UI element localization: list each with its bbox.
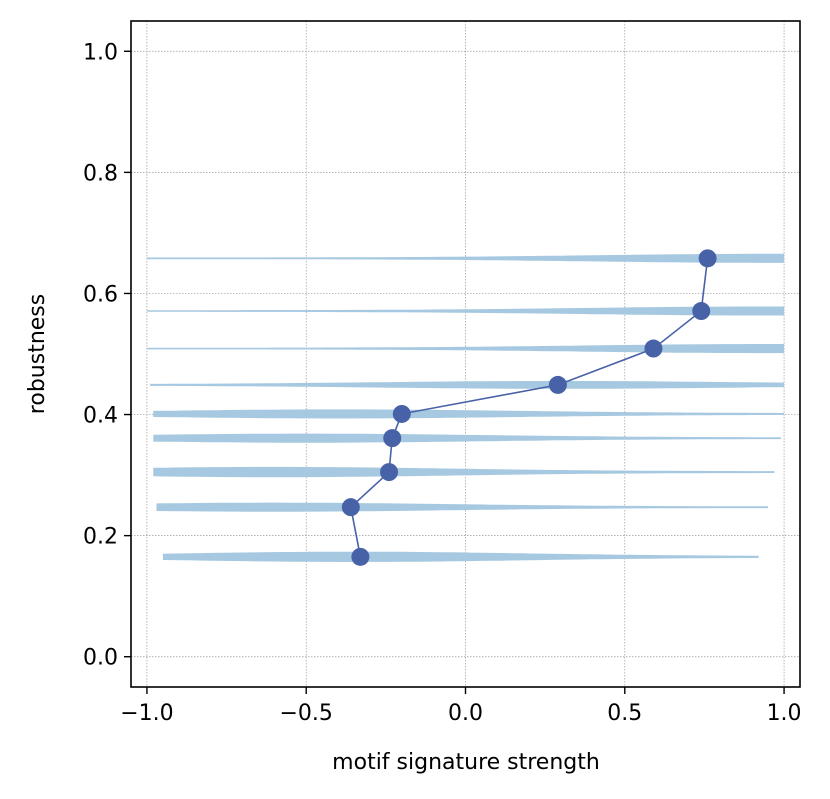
y-tick-label: 0.6: [83, 282, 118, 307]
distribution-violins: [146, 253, 785, 562]
y-axis-label: robustness: [25, 294, 50, 414]
distribution-violin: [146, 344, 785, 354]
distribution-violin: [156, 502, 769, 512]
data-point: [341, 498, 360, 517]
x-axis-label: motif signature strength: [332, 750, 600, 775]
distribution-violin: [150, 380, 785, 389]
x-tick-label: 0.5: [607, 701, 642, 726]
data-point: [644, 339, 663, 358]
distribution-violin: [146, 306, 785, 316]
data-point: [380, 463, 399, 482]
y-tick-label: 1.0: [83, 40, 118, 65]
data-series: [341, 249, 717, 566]
y-axis-ticks: 0.0 0.2 0.4 0.6 0.8 1.0: [83, 40, 131, 671]
y-tick-label: 0.8: [83, 161, 118, 186]
x-tick-label: −0.5: [280, 701, 333, 726]
x-axis-ticks: −1.0 −0.5 0.0 0.5 1.0: [120, 687, 802, 726]
y-tick-label: 0.2: [83, 525, 118, 550]
distribution-violin: [146, 253, 785, 263]
data-point: [392, 404, 411, 423]
x-tick-label: 0.0: [448, 701, 483, 726]
data-point: [692, 302, 711, 321]
y-tick-label: 0.4: [83, 404, 118, 429]
data-point: [548, 375, 567, 394]
data-point: [698, 249, 717, 268]
y-tick-label: 0.0: [83, 646, 118, 671]
distribution-violin: [153, 433, 781, 443]
distribution-violin: [162, 551, 759, 562]
x-tick-label: −1.0: [120, 701, 173, 726]
grid: [131, 21, 800, 687]
distribution-violin: [153, 409, 785, 419]
distribution-violin: [153, 466, 775, 478]
x-tick-label: 1.0: [767, 701, 802, 726]
data-point: [351, 547, 370, 566]
data-point: [383, 429, 402, 448]
